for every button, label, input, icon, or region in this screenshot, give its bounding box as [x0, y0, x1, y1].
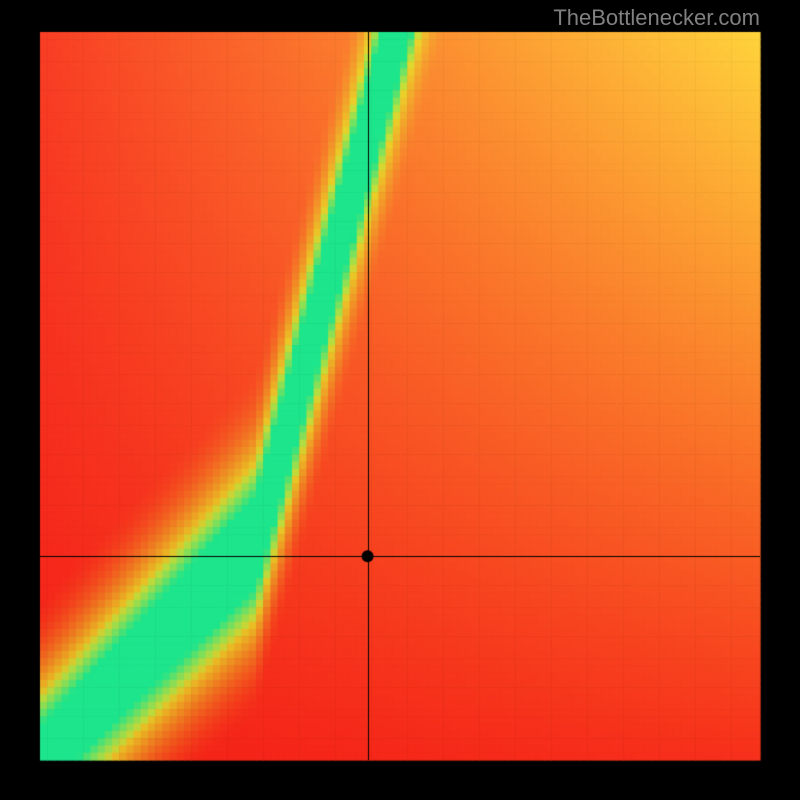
attribution-text: TheBottlenecker.com [553, 5, 760, 31]
heatmap-canvas [0, 0, 800, 800]
chart-container: TheBottlenecker.com [0, 0, 800, 800]
